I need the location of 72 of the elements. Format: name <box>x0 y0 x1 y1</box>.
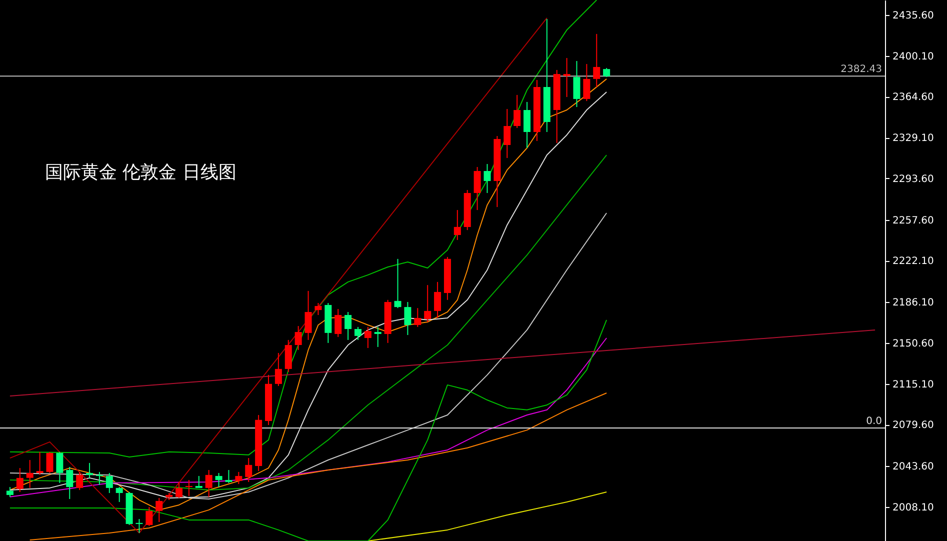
candlestick <box>484 163 491 194</box>
y-tick-label: 2364.60 <box>892 92 934 104</box>
candlestick <box>294 326 302 350</box>
candlestick <box>76 471 84 491</box>
candlestick <box>344 311 352 340</box>
candlestick <box>46 451 54 474</box>
candlestick <box>504 108 511 159</box>
candlestick <box>235 471 242 485</box>
candlestick <box>6 486 14 498</box>
candlestick <box>593 33 600 88</box>
candlestick <box>56 451 64 484</box>
candlestick <box>414 308 422 328</box>
candlestick <box>563 58 570 98</box>
y-tick-label: 2079.60 <box>892 420 934 432</box>
line-series <box>9 0 598 458</box>
y-tick-label: 2150.60 <box>892 338 934 350</box>
candlestick <box>374 326 382 348</box>
y-tick-label: 2222.10 <box>892 256 934 268</box>
candlestick <box>434 281 442 318</box>
candlestick <box>16 468 24 492</box>
candlestick <box>96 471 103 486</box>
y-tick-label: 2400.10 <box>892 51 934 62</box>
candlestick <box>195 475 202 488</box>
candlestick <box>454 210 461 240</box>
y-tick-label: 2329.10 <box>892 133 934 144</box>
candlestick <box>205 469 212 498</box>
candlestick <box>314 302 322 316</box>
candlestick <box>215 472 222 488</box>
candlestick <box>245 458 252 482</box>
candlestick <box>354 326 362 340</box>
candlestick <box>136 518 143 534</box>
candlestick <box>156 497 163 523</box>
candlestick <box>394 258 402 309</box>
line-series <box>29 392 608 540</box>
annotation: 0.0 <box>866 416 882 427</box>
candlestick <box>185 480 192 497</box>
candlestick <box>334 308 342 338</box>
candlestick <box>304 290 312 340</box>
candlestick <box>274 352 282 386</box>
line-series <box>367 491 608 541</box>
y-tick-label: 2435.60 <box>892 10 934 22</box>
candlestick <box>514 94 521 128</box>
candlestick <box>284 339 292 372</box>
candlestick <box>176 481 183 498</box>
candlestick <box>404 301 412 336</box>
candlestick <box>424 284 432 322</box>
candlestick <box>583 63 590 102</box>
y-tick-label: 2257.60 <box>892 215 934 226</box>
line-series <box>9 17 548 534</box>
candlestick <box>66 466 74 500</box>
candlestick <box>36 451 44 476</box>
y-tick-label: 2043.60 <box>892 462 934 473</box>
candlestick <box>225 469 232 484</box>
line-series <box>9 319 608 541</box>
y-tick-label: 2008.10 <box>892 502 934 514</box>
candlestick <box>106 472 113 494</box>
y-tick-label: 2186.10 <box>892 298 934 309</box>
candlestick <box>364 326 372 349</box>
line-series <box>9 337 608 498</box>
candlestick <box>524 101 531 148</box>
ref-line-label: 2382.43 <box>840 64 882 76</box>
text: 国际黄金 伦敦金 日线图 <box>45 162 236 183</box>
candlestick <box>474 166 481 211</box>
candlestick <box>116 486 123 502</box>
candlestick <box>86 462 94 478</box>
line-series <box>9 212 608 500</box>
y-tick-label: 2293.60 <box>892 174 934 185</box>
candlestick <box>146 506 153 526</box>
candlestick <box>573 60 580 108</box>
candlestick <box>26 459 34 488</box>
line-series <box>9 154 608 491</box>
y-tick-label: 2115.10 <box>892 379 934 390</box>
